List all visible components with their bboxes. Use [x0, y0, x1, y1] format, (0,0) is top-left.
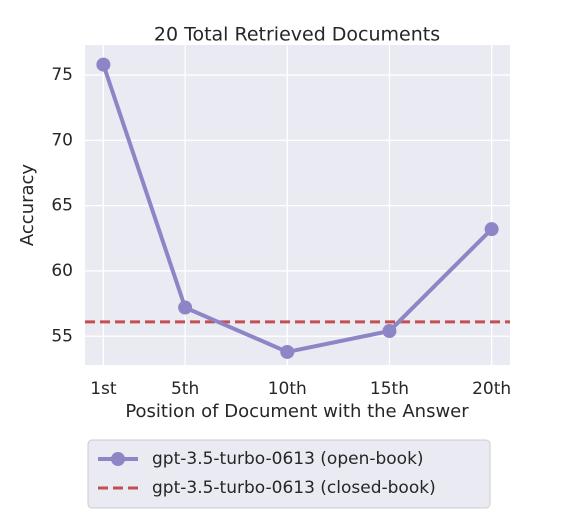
- legend-label: gpt-3.5-turbo-0613 (closed-book): [152, 478, 436, 498]
- point: [280, 344, 295, 359]
- point: [178, 300, 193, 315]
- chart-title: 20 Total Retrieved Documents: [154, 24, 440, 46]
- x-tick-label: 15th: [370, 379, 409, 399]
- point: [484, 222, 499, 237]
- y-tick-label: 75: [51, 65, 73, 85]
- point: [96, 57, 111, 72]
- legend: [87, 439, 491, 509]
- x-tick-label: 10th: [268, 379, 307, 399]
- x-tick-label: 5th: [171, 379, 199, 399]
- x-axis-label: Position of Document with the Answer: [125, 401, 469, 422]
- x-tick-label: 20th: [472, 379, 511, 399]
- x-tick-label: 1st: [90, 379, 117, 399]
- y-axis-label: Accuracy: [17, 164, 38, 247]
- y-tick-label: 60: [51, 261, 73, 281]
- plot-area: [85, 45, 510, 365]
- y-tick-label: 65: [51, 196, 73, 216]
- legend-label: gpt-3.5-turbo-0613 (open-book): [152, 449, 424, 469]
- legend-marker: [111, 452, 125, 466]
- y-tick-label: 70: [51, 130, 73, 150]
- point: [382, 324, 397, 339]
- y-tick-label: 55: [51, 326, 73, 346]
